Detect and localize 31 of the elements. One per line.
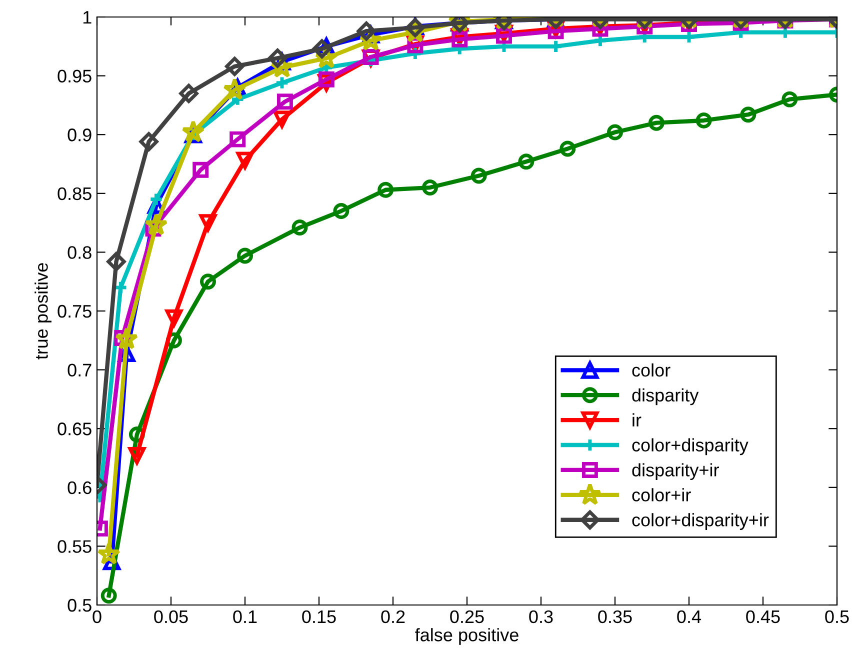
x-tick-label: 0.15 bbox=[302, 610, 336, 624]
x-tick-label: 0.05 bbox=[154, 610, 188, 624]
y-tick-label: 0.55 bbox=[58, 540, 92, 553]
x-tick-label: 0.1 bbox=[233, 610, 257, 624]
x-tick-label: 0.25 bbox=[450, 610, 484, 624]
y-tick-label: 0.75 bbox=[58, 304, 92, 318]
x-tick-label: 0.5 bbox=[825, 610, 849, 624]
y-tick-label: 0.6 bbox=[68, 481, 92, 494]
x-axis-title: false positive bbox=[415, 628, 518, 645]
legend-label: color bbox=[632, 363, 670, 377]
y-tick-label: 0.65 bbox=[58, 422, 92, 436]
y-tick-label: 0.8 bbox=[68, 246, 92, 259]
y-tick-label: 0.9 bbox=[68, 128, 92, 142]
legend-label: disparity+ir bbox=[632, 463, 719, 480]
y-tick-label: 0.7 bbox=[68, 364, 92, 377]
legend-label: color+ir bbox=[632, 488, 691, 502]
legend-label: color+disparity+ir bbox=[632, 513, 769, 530]
x-tick-label: 0.3 bbox=[529, 610, 553, 624]
legend-label: disparity bbox=[632, 388, 699, 406]
y-tick-label: 0.95 bbox=[58, 70, 92, 83]
y-tick-label: 0.5 bbox=[68, 598, 92, 612]
y-tick-label: 1 bbox=[83, 11, 92, 24]
y-tick-label: 0.85 bbox=[58, 187, 92, 200]
x-tick-label: 0.4 bbox=[677, 610, 702, 624]
legend-label: ir bbox=[632, 413, 642, 426]
x-tick-label: 0.45 bbox=[746, 610, 780, 624]
x-tick-label: 0.2 bbox=[381, 610, 405, 624]
x-tick-label: 0.35 bbox=[598, 610, 632, 624]
y-axis-title: true positive bbox=[34, 263, 52, 360]
x-tick-label: 0 bbox=[92, 610, 102, 624]
legend-label: color+disparity bbox=[632, 438, 748, 456]
